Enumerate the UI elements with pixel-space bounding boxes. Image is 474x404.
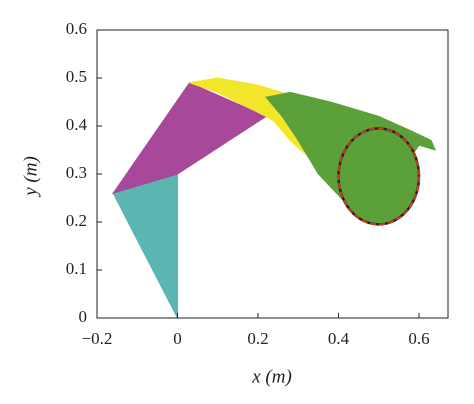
y-tick-label: 0 bbox=[79, 307, 88, 326]
y-tick-label: 0.1 bbox=[66, 259, 87, 278]
y-tick-label: 0.6 bbox=[66, 19, 87, 38]
x-tick-label: 0.2 bbox=[247, 329, 268, 348]
y-tick-label: 0.5 bbox=[66, 67, 87, 86]
y-tick-label: 0.4 bbox=[66, 115, 88, 134]
x-tick-label: 0.6 bbox=[408, 329, 429, 348]
y-axis-label: y (m) bbox=[20, 156, 41, 198]
x-axis-label: x (m) bbox=[251, 366, 292, 387]
x-tick-label: 0 bbox=[173, 329, 182, 348]
y-tick-label: 0.2 bbox=[66, 211, 87, 230]
y-tick-label: 0.3 bbox=[66, 163, 87, 182]
circle-edge bbox=[337, 127, 421, 226]
region bbox=[112, 173, 179, 319]
x-tick-label: 0.4 bbox=[328, 329, 350, 348]
x-tick-label: −0.2 bbox=[82, 329, 113, 348]
